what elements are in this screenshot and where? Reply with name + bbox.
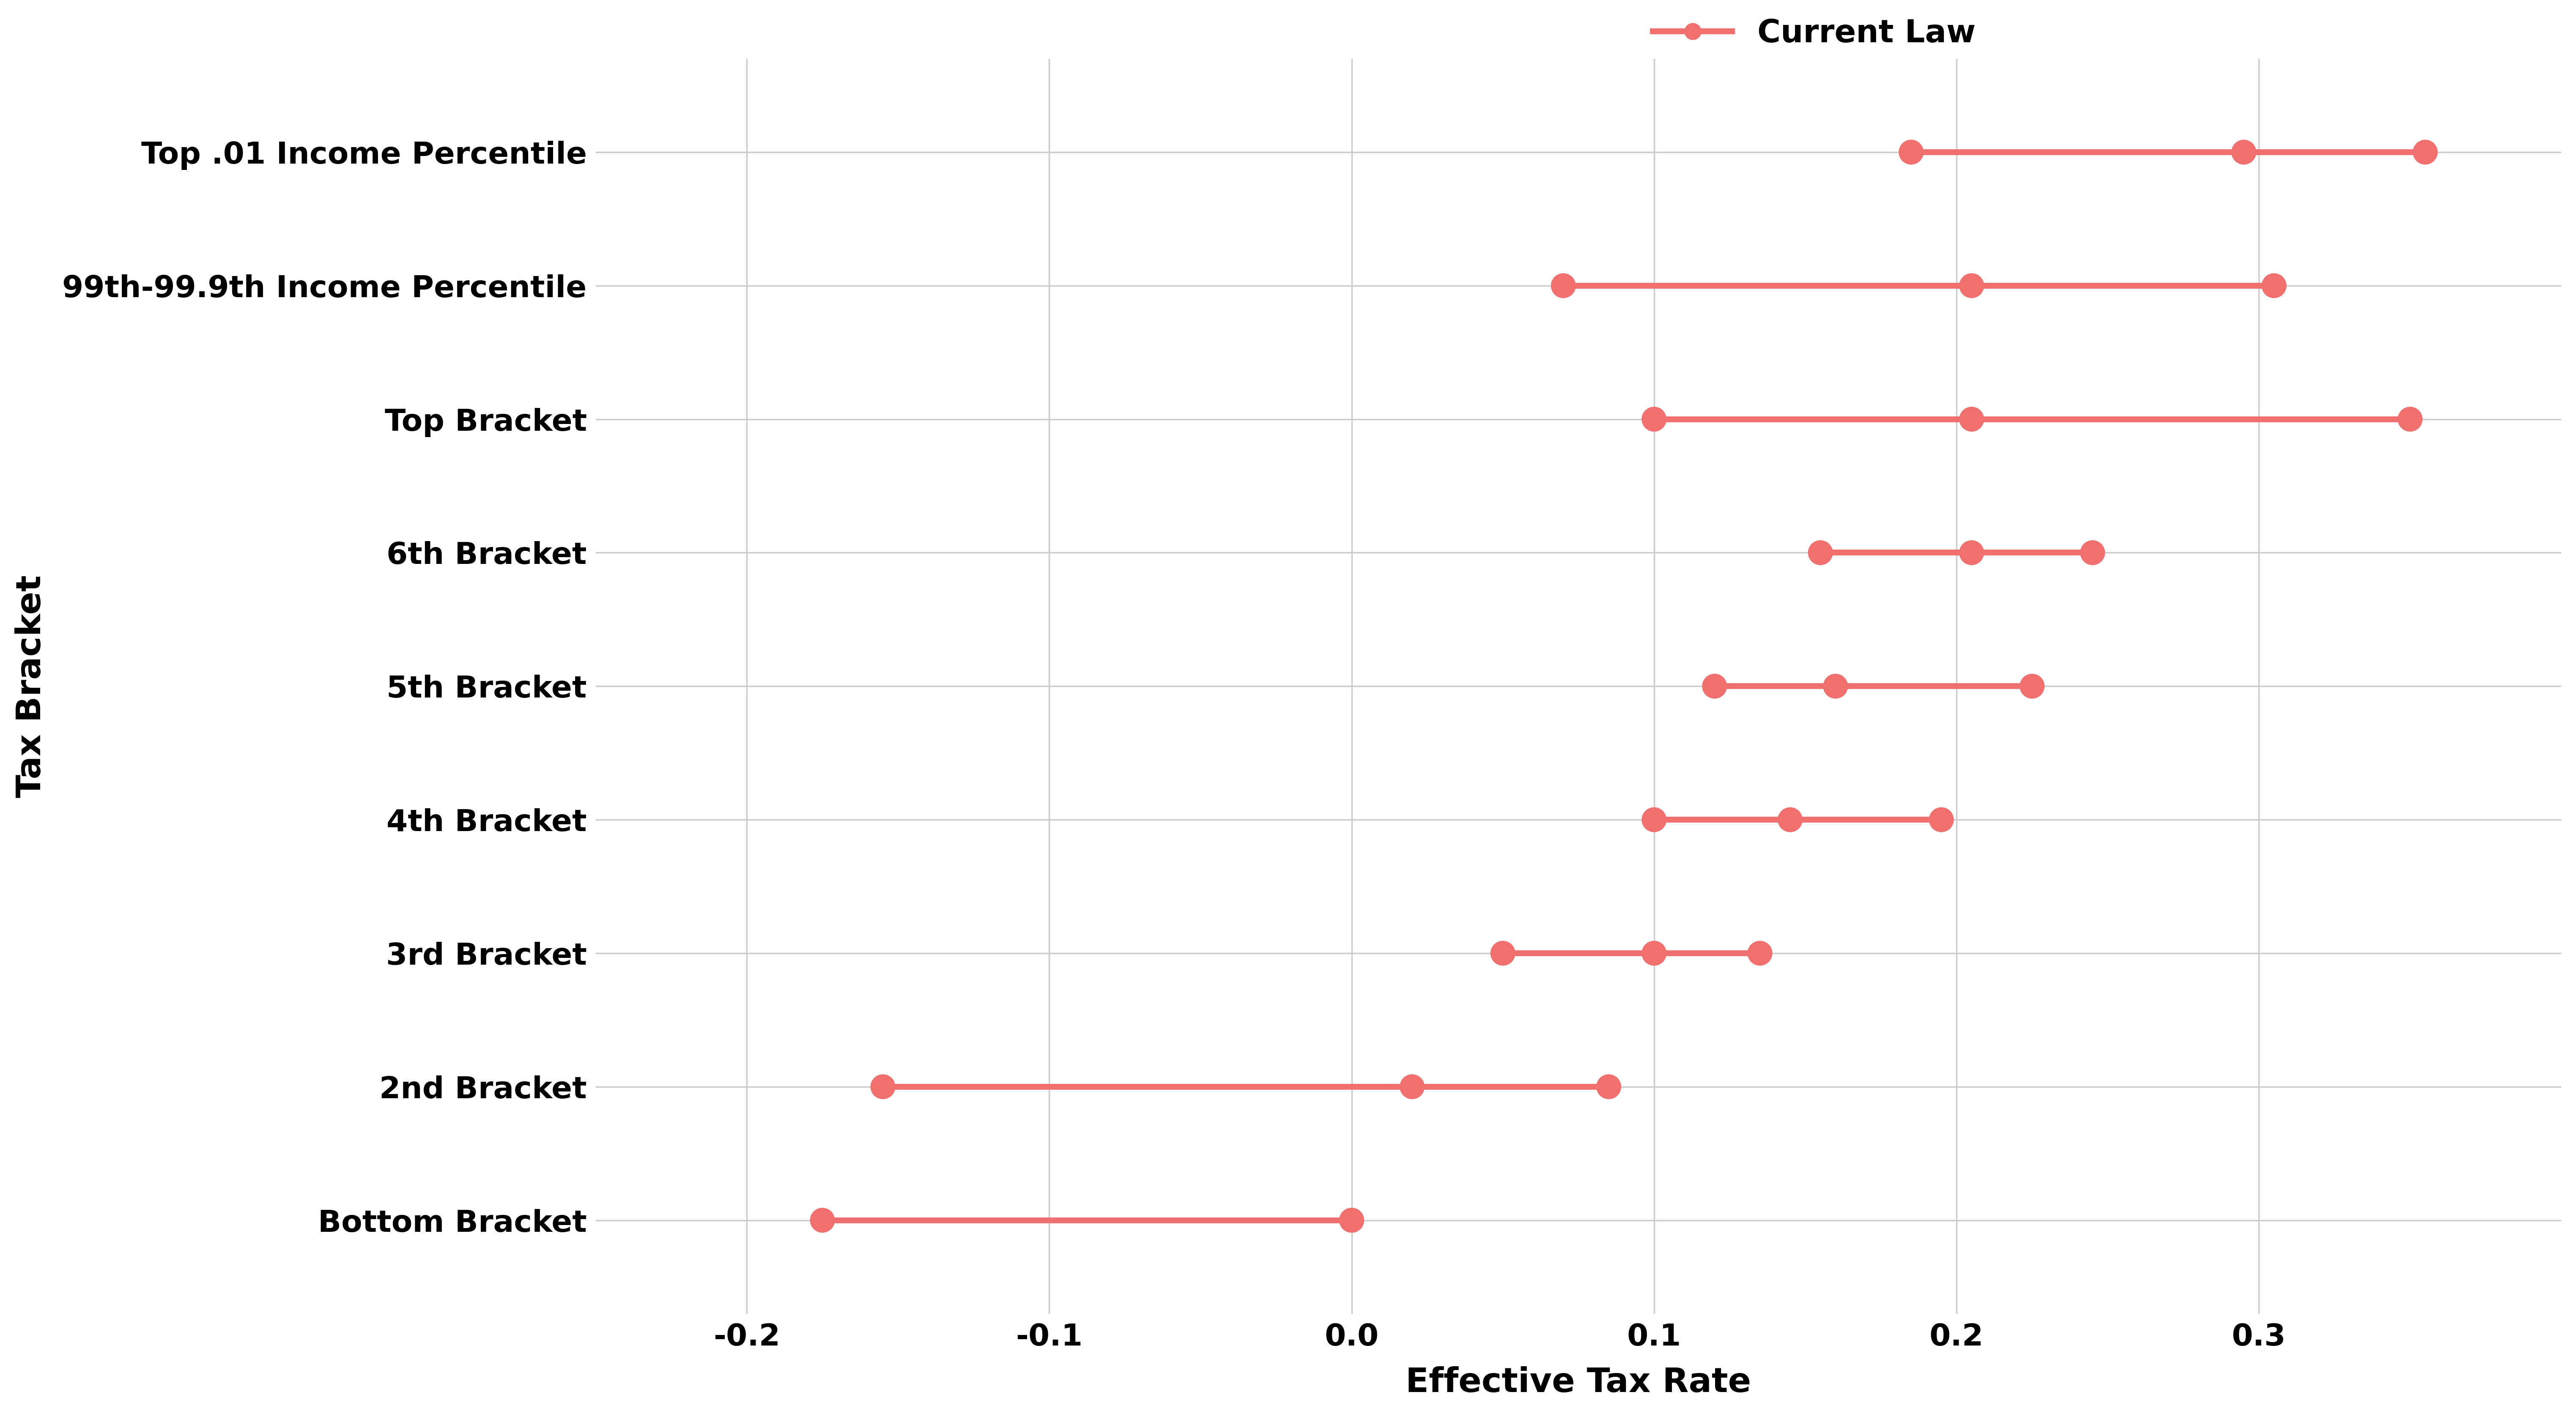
Point (863, 1076, 904, 1099)
Point (1481, 942, 1522, 964)
Point (1770, 809, 1811, 831)
Point (1633, 809, 1674, 831)
Point (1950, 274, 1991, 297)
Point (2403, 141, 2445, 164)
Point (1950, 407, 1991, 430)
Legend: Current Law: Current Law (1641, 6, 1989, 62)
X-axis label: Effective Tax Rate: Effective Tax Rate (1406, 1366, 1752, 1400)
Point (2391, 407, 2432, 430)
Point (1543, 274, 1584, 297)
Point (1816, 674, 1857, 697)
Point (2071, 542, 2112, 564)
Point (1633, 407, 1674, 430)
Y-axis label: Tax Bracket: Tax Bracket (15, 575, 49, 797)
Point (1950, 542, 1991, 564)
Point (1391, 1076, 1432, 1099)
Point (1332, 1209, 1373, 1232)
Point (1633, 942, 1674, 964)
Point (1695, 674, 1736, 697)
Point (1739, 942, 1780, 964)
Point (801, 1209, 842, 1232)
Point (1922, 809, 1963, 831)
Point (2254, 274, 2295, 297)
Point (2223, 141, 2264, 164)
Point (1801, 542, 1842, 564)
Point (2012, 674, 2053, 697)
Point (1587, 1076, 1628, 1099)
Point (1891, 141, 1932, 164)
Point (1332, 1209, 1373, 1232)
